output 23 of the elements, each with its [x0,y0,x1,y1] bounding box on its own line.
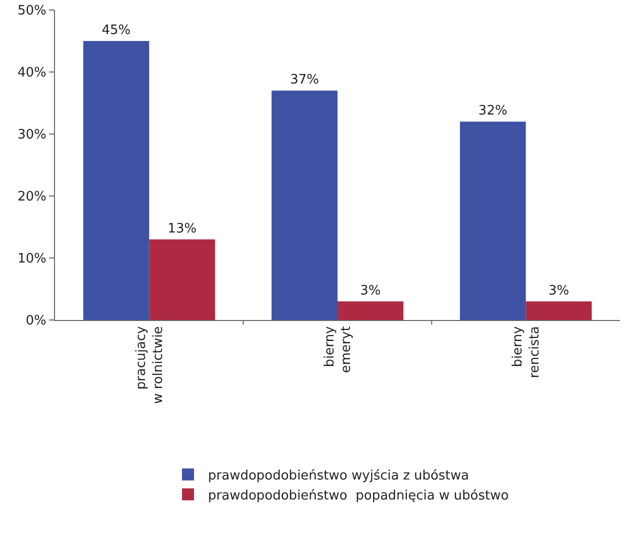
data-label: 32% [478,104,508,119]
bar [272,90,338,320]
y-tick-label: 50% [17,4,46,19]
legend-label: prawdopodobieństwo popadnięcia w ubóstwo [208,488,509,504]
data-label: 45% [102,23,131,38]
x-tick-label: bierny rencista [510,326,543,378]
bar [526,301,592,320]
data-label: 3% [548,283,570,298]
x-tick-label: bierny emeryt [322,326,354,373]
legend-label: prawdopodobieństwo wyjścia z ubóstwa [208,468,469,484]
y-tick-label: 0% [26,314,46,329]
x-tick-label: pracujacy w rolnictwie [134,326,166,404]
bar [460,122,526,320]
y-tick-label: 20% [17,190,46,205]
bar [83,41,150,320]
y-tick-label: 40% [17,66,46,81]
bar [149,239,216,320]
y-tick-label: 10% [17,252,46,267]
data-label: 3% [360,283,381,298]
data-label: 13% [168,221,197,236]
y-tick-label: 30% [17,128,46,143]
data-label: 37% [290,72,319,88]
bar [338,301,404,320]
